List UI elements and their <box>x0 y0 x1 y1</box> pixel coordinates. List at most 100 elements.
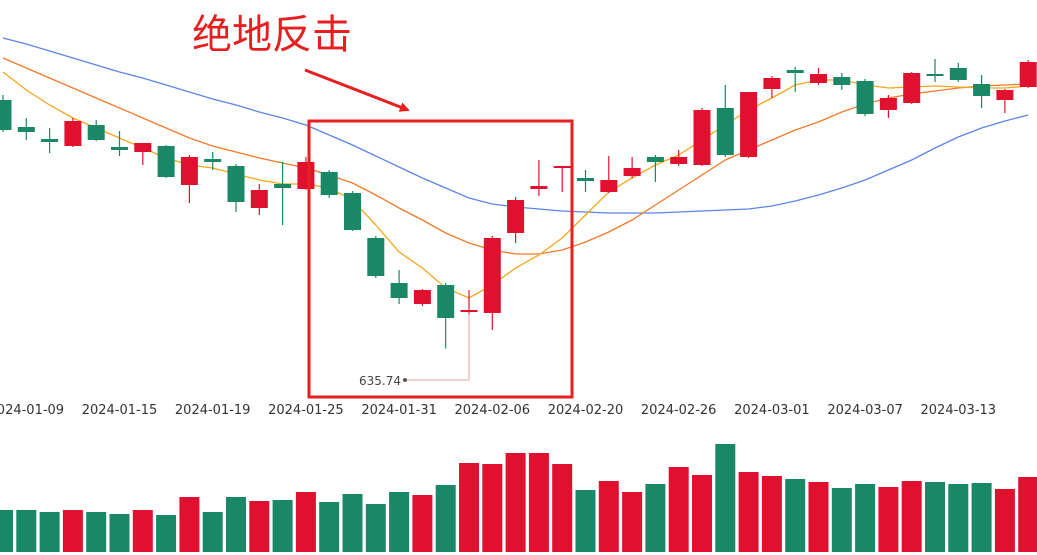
leader-line <box>405 313 470 381</box>
volume-bar <box>994 489 1015 552</box>
candle-body <box>87 125 105 140</box>
candle-body <box>17 127 35 132</box>
volume-bar <box>342 494 363 552</box>
volume-bar <box>668 467 689 552</box>
candle-body <box>670 157 688 164</box>
candle-body <box>879 98 897 110</box>
x-tick-label: 2024-02-20 <box>548 403 624 418</box>
volume-bar <box>435 485 456 552</box>
low-label: 635.74 <box>359 374 401 388</box>
candle-body <box>111 147 128 150</box>
volume-bar <box>295 492 316 552</box>
candle-body <box>460 310 478 312</box>
candle-body <box>740 92 758 157</box>
volume-bar <box>412 495 433 552</box>
x-tick-label: 2024-01-15 <box>82 403 158 418</box>
volume-bar <box>319 502 340 552</box>
volume-bar <box>948 484 969 552</box>
candle-body <box>507 200 525 233</box>
volume-bar <box>738 472 759 552</box>
candle-body <box>437 285 455 318</box>
volume-bar <box>0 510 13 552</box>
ma-line <box>2 71 1029 299</box>
candle-body <box>483 238 501 313</box>
x-tick-label: 2024-03-01 <box>734 403 810 418</box>
candle-body <box>320 172 338 195</box>
volume-bar <box>622 492 643 552</box>
candle-body <box>180 157 198 185</box>
candle-body <box>413 290 431 304</box>
volume-bar <box>528 453 549 552</box>
candle-body <box>996 90 1014 100</box>
candles <box>0 59 1037 349</box>
candle-body <box>949 68 967 80</box>
x-axis: 2024-01-09 2024-01-15 2024-01-19 2024-01-25… <box>0 403 996 418</box>
x-tick-label: 2024-01-09 <box>0 403 64 418</box>
volume-bar <box>459 463 479 552</box>
leader-dot <box>403 378 407 382</box>
chart-title: 绝地反击 <box>192 12 352 58</box>
volume-bar <box>249 501 270 552</box>
candle-body <box>810 74 827 83</box>
x-tick-label: 2024-02-26 <box>641 403 717 418</box>
candle-body <box>227 166 245 202</box>
x-tick-label: 2024-03-07 <box>827 403 903 418</box>
candle-body <box>693 110 711 165</box>
arrow <box>304 68 410 112</box>
candle-body <box>530 186 548 189</box>
x-tick-label: 2024-02-06 <box>455 403 531 418</box>
candle-body <box>390 283 408 298</box>
candle-body <box>786 70 804 73</box>
candle-body <box>903 73 921 103</box>
candle-body <box>623 168 641 176</box>
candle-body <box>157 146 175 177</box>
candle-body <box>204 159 222 162</box>
volume-bar <box>692 475 712 552</box>
volume-bar <box>971 483 992 552</box>
candle-body <box>250 190 268 208</box>
candle-body <box>763 78 781 89</box>
x-tick-label: 2024-01-25 <box>268 403 344 418</box>
volume-bar <box>179 497 200 552</box>
volume-bar <box>86 512 107 552</box>
volume-bar <box>645 484 666 552</box>
ma-lines <box>2 37 1029 299</box>
volume-bar <box>598 481 619 552</box>
candle-body <box>41 139 59 142</box>
candle-body <box>367 238 385 276</box>
candle-body <box>577 178 594 181</box>
candle-body <box>297 162 315 189</box>
x-tick-label: 2024-01-31 <box>361 403 437 418</box>
volume-bar <box>901 481 922 552</box>
candle-body <box>600 180 618 192</box>
volume-bars <box>0 444 1037 552</box>
volume-bar <box>552 464 573 552</box>
volume-bar <box>156 515 177 552</box>
volume-bar <box>132 510 153 552</box>
volume-bar <box>575 490 596 552</box>
volume-bar <box>365 504 386 552</box>
candle-body <box>1019 62 1037 87</box>
candle-body <box>856 81 874 114</box>
volume-bar <box>39 512 60 552</box>
candle-body <box>926 74 944 76</box>
candle-body <box>134 143 152 152</box>
volume-bar <box>1018 477 1037 552</box>
highlight-box <box>307 119 574 399</box>
volume-bar <box>482 464 503 552</box>
volume-bar <box>855 484 876 552</box>
candle-body <box>833 77 851 85</box>
candle-body <box>274 184 292 188</box>
volume-bar <box>16 510 37 552</box>
volume-bar <box>505 453 526 552</box>
volume-bar <box>389 492 410 552</box>
candle-body <box>553 166 571 168</box>
volume-bar <box>925 482 945 552</box>
candle-body <box>973 84 991 96</box>
volume-bar <box>878 487 899 552</box>
volume-bar <box>62 510 83 552</box>
volume-bar <box>202 512 223 552</box>
volume-bar <box>272 500 293 552</box>
